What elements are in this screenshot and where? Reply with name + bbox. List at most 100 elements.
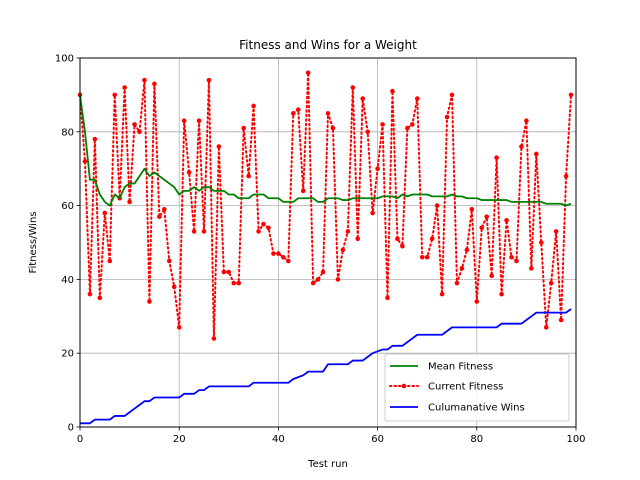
data-point <box>211 336 217 341</box>
data-point <box>385 295 390 301</box>
data-point <box>340 247 346 253</box>
legend-label: Culumanative Wins <box>428 403 525 414</box>
data-point <box>464 247 470 253</box>
data-point <box>429 236 435 242</box>
x-axis-label: Test run <box>307 459 348 470</box>
data-point <box>127 199 132 205</box>
series-culumanative-wins <box>80 308 572 425</box>
data-point <box>335 277 341 282</box>
legend-label: Mean Fitness <box>428 362 493 373</box>
data-point <box>102 210 108 216</box>
data-point <box>553 229 559 234</box>
series-layer <box>77 70 574 425</box>
data-point <box>370 210 375 216</box>
y-tick-label: 80 <box>61 127 74 138</box>
y-tick-label: 20 <box>61 349 74 360</box>
data-point <box>548 280 554 286</box>
x-tick-label: 0 <box>77 434 83 445</box>
data-point <box>325 111 331 116</box>
data-point <box>162 206 167 212</box>
data-point <box>494 155 499 160</box>
data-point <box>469 206 475 212</box>
data-point <box>405 125 410 131</box>
data-point <box>390 88 395 94</box>
data-point <box>400 243 405 249</box>
y-tick-label: 40 <box>61 275 74 286</box>
data-point <box>410 122 415 127</box>
data-point <box>147 299 152 304</box>
data-point <box>519 144 524 149</box>
data-point <box>380 122 385 127</box>
data-point <box>132 122 137 127</box>
data-point <box>444 114 450 120</box>
data-point <box>489 273 494 279</box>
series-line <box>79 71 573 340</box>
legend-item: Mean Fitness <box>390 362 493 373</box>
series-line <box>79 94 572 207</box>
x-tick-label: 80 <box>470 434 483 445</box>
data-point <box>166 258 172 264</box>
y-tick-label: 0 <box>68 423 74 434</box>
data-point <box>216 144 222 149</box>
data-point <box>231 280 237 286</box>
data-point <box>290 111 296 116</box>
plot-frame <box>79 57 577 428</box>
data-point <box>434 203 440 208</box>
data-point <box>449 92 455 98</box>
data-point <box>529 266 534 271</box>
data-point <box>310 280 316 286</box>
data-point <box>454 280 460 286</box>
legend-marker <box>401 383 407 389</box>
data-point <box>499 291 504 297</box>
data-point <box>201 229 207 234</box>
data-point <box>345 229 351 234</box>
data-point <box>330 125 336 131</box>
data-point <box>524 118 529 124</box>
data-point <box>256 229 261 234</box>
data-point <box>414 96 420 101</box>
data-point <box>142 77 147 83</box>
data-point <box>107 258 113 264</box>
data-point <box>271 251 276 256</box>
legend-item: Current Fitness <box>389 382 503 393</box>
data-point <box>534 151 539 157</box>
data-point <box>286 258 291 264</box>
data-point <box>157 214 162 219</box>
legend-label: Current Fitness <box>428 382 503 393</box>
data-point <box>92 136 98 142</box>
data-point <box>360 96 366 101</box>
data-point <box>246 173 251 179</box>
data-point <box>226 269 232 275</box>
data-point <box>419 254 425 260</box>
series-line <box>80 308 572 425</box>
chart-title: Fitness and Wins for a Weight <box>239 38 417 52</box>
data-point <box>424 254 430 260</box>
data-point <box>509 254 514 260</box>
legend: Mean Fitness Current Fitness Culumanative … <box>384 353 570 422</box>
data-point <box>459 266 465 271</box>
data-point <box>439 291 445 297</box>
data-point <box>305 70 311 76</box>
y-tick-label: 60 <box>61 201 74 212</box>
data-point <box>479 225 485 231</box>
data-point <box>196 118 202 124</box>
x-tick-label: 100 <box>566 434 585 445</box>
data-point <box>261 221 266 227</box>
x-tick-label: 20 <box>173 434 186 445</box>
data-point <box>87 291 93 297</box>
data-point <box>365 129 370 135</box>
data-point <box>538 240 544 245</box>
y-axis-label: Fitness/Wins <box>28 212 39 274</box>
data-point <box>266 225 271 231</box>
ticks: 0 20 40 60 80 100 0 20 40 60 80 100 <box>55 54 586 446</box>
data-point <box>281 254 286 260</box>
data-point <box>315 277 321 282</box>
data-point <box>320 269 326 275</box>
data-point <box>112 92 118 98</box>
data-point <box>97 295 103 301</box>
data-point <box>504 218 509 223</box>
data-point <box>568 92 574 98</box>
data-point <box>181 118 187 124</box>
data-point <box>122 85 127 90</box>
